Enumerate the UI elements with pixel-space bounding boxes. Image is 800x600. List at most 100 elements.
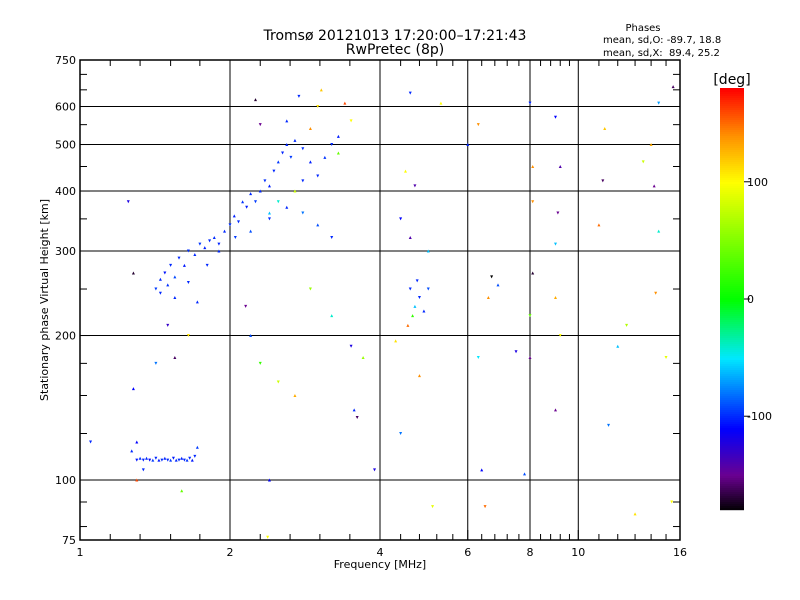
chart-title: Tromsø 20121013 17:20:00–17:21:43: [263, 28, 527, 44]
colorbar-segment: [720, 360, 744, 363]
data-point: [258, 123, 262, 127]
colorbar-segment: [720, 478, 744, 481]
colorbar-segment: [720, 476, 744, 479]
colorbar-segment: [720, 308, 744, 311]
colorbar-segment: [720, 106, 744, 109]
colorbar-segment: [720, 414, 744, 417]
colorbar-segment: [720, 194, 744, 197]
data-point: [316, 105, 320, 109]
data-point: [208, 239, 212, 243]
data-point: [249, 192, 253, 196]
colorbar-segment: [720, 486, 744, 489]
data-point: [186, 280, 190, 284]
data-points: [89, 85, 675, 539]
data-point: [625, 323, 629, 327]
data-point: [154, 456, 158, 460]
colorbar: 100 0 -100: [720, 88, 772, 511]
data-point: [483, 505, 487, 509]
colorbar-segment: [720, 198, 744, 201]
data-point: [330, 143, 334, 147]
colorbar-segment: [720, 206, 744, 209]
data-point: [413, 304, 417, 308]
colorbar-label: [deg]: [713, 72, 750, 88]
colorbar-segment: [720, 370, 744, 373]
data-point: [633, 512, 637, 516]
data-point: [413, 184, 417, 188]
colorbar-segment: [720, 220, 744, 223]
colorbar-segment: [720, 468, 744, 471]
data-point: [352, 408, 356, 412]
data-point: [289, 155, 293, 159]
colorbar-segment: [720, 286, 744, 289]
colorbar-segment: [720, 190, 744, 193]
colorbar-segment: [720, 174, 744, 177]
data-point: [151, 458, 155, 462]
colorbar-segment: [720, 274, 744, 277]
colorbar-segment: [720, 490, 744, 493]
data-point: [553, 115, 557, 119]
data-point: [422, 309, 426, 313]
data-point: [158, 291, 162, 295]
data-point: [188, 456, 192, 460]
colorbar-segment: [720, 304, 744, 307]
data-point: [276, 160, 280, 164]
colorbar-segment: [720, 350, 744, 353]
data-point: [528, 101, 532, 105]
data-point: [439, 101, 443, 105]
colorbar-segment: [720, 500, 744, 503]
colorbar-segment: [720, 158, 744, 161]
colorbar-segment: [720, 466, 744, 469]
colorbar-segment: [720, 368, 744, 371]
chart-subtitle: RwPretec (8p): [346, 42, 444, 58]
colorbar-segment: [720, 116, 744, 119]
data-point: [556, 211, 560, 215]
colorbar-segment: [720, 280, 744, 283]
data-point: [195, 445, 199, 449]
data-point: [553, 408, 557, 412]
colorbar-segment: [720, 270, 744, 273]
colorbar-segment: [720, 252, 744, 255]
data-point: [171, 456, 175, 460]
data-point: [603, 126, 607, 130]
data-point: [399, 432, 403, 436]
data-point: [267, 184, 271, 188]
colorbar-segment: [720, 88, 744, 91]
data-point: [130, 449, 134, 453]
colorbar-segment: [720, 182, 744, 185]
data-point: [258, 189, 262, 193]
data-point: [89, 440, 93, 444]
data-point: [267, 217, 271, 221]
data-point: [476, 123, 480, 127]
colorbar-segment: [720, 488, 744, 491]
data-point: [169, 458, 173, 462]
colorbar-segment: [720, 338, 744, 341]
data-point: [490, 275, 494, 279]
y-tick-label: 300: [55, 245, 76, 258]
data-point: [193, 454, 197, 458]
data-point: [205, 263, 209, 267]
colorbar-segment: [720, 156, 744, 159]
data-point: [245, 205, 249, 209]
colorbar-segment: [720, 108, 744, 111]
data-point: [301, 211, 305, 215]
colorbar-segment: [720, 254, 744, 257]
data-point: [158, 277, 162, 281]
colorbar-segment: [720, 256, 744, 259]
data-point: [528, 314, 532, 318]
x-tick-label: 1: [77, 546, 84, 559]
axes: 1 2 4 6 8 10 16 75 100 200 300 400 500 600 750: [55, 54, 687, 559]
data-point: [293, 189, 297, 193]
colorbar-segment: [720, 176, 744, 179]
data-point: [496, 283, 500, 287]
colorbar-segment: [720, 502, 744, 505]
data-point: [355, 415, 359, 419]
colorbar-segment: [720, 238, 744, 241]
data-point: [253, 98, 257, 102]
colorbar-segment: [720, 290, 744, 293]
colorbar-segment: [720, 142, 744, 145]
colorbar-segment: [720, 374, 744, 377]
data-point: [141, 458, 145, 462]
data-point: [301, 147, 305, 151]
colorbar-segment: [720, 298, 744, 301]
data-point: [138, 456, 142, 460]
